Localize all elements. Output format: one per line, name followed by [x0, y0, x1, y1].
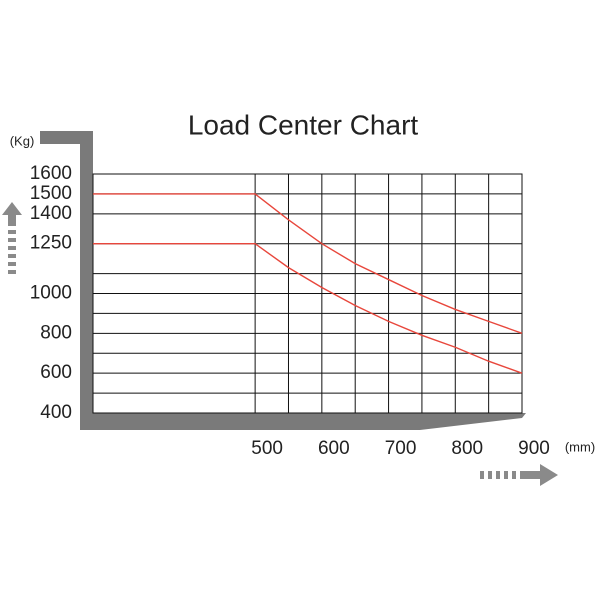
y-tick-label: 800 [40, 322, 72, 343]
x-tick-label: 600 [318, 438, 350, 459]
y-tick-label: 1500 [30, 183, 72, 204]
y-tick-label: 1600 [30, 163, 72, 184]
y-tick-label: 400 [40, 402, 72, 423]
x-tick-label: 700 [385, 438, 417, 459]
y-tick-label: 1250 [30, 233, 72, 254]
series-line [93, 243, 523, 374]
x-tick-label: 500 [251, 438, 283, 459]
series-line [93, 193, 523, 334]
x-tick-label: 800 [451, 438, 483, 459]
y-tick-label: 1400 [30, 203, 72, 224]
frame [40, 131, 526, 430]
right-arrow [480, 464, 558, 486]
y-tick-label: 1000 [30, 283, 72, 304]
x-tick-label: 900 [518, 438, 550, 459]
chart-title: Load Center Chart [188, 109, 419, 140]
y-tick-label: 600 [40, 362, 72, 383]
up-arrow [2, 202, 22, 274]
y-unit: (Kg) [10, 133, 35, 148]
x-unit: (mm) [565, 439, 595, 454]
